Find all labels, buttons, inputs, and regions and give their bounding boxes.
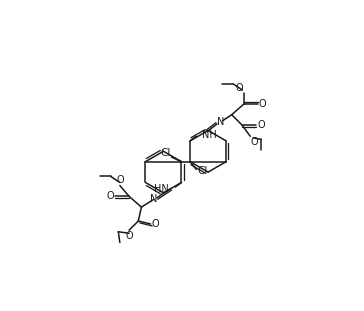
Text: HN: HN: [154, 183, 169, 194]
Text: NH: NH: [202, 130, 217, 140]
Text: Cl: Cl: [197, 166, 207, 176]
Text: O: O: [116, 175, 124, 185]
Text: O: O: [151, 219, 159, 229]
Text: Cl: Cl: [160, 148, 170, 158]
Text: O: O: [259, 99, 266, 109]
Text: O: O: [251, 137, 258, 147]
Text: O: O: [125, 230, 133, 241]
Text: O: O: [107, 191, 114, 201]
Text: N: N: [150, 194, 157, 204]
Text: O: O: [236, 83, 243, 93]
Text: O: O: [257, 120, 265, 131]
Text: N: N: [217, 118, 225, 128]
